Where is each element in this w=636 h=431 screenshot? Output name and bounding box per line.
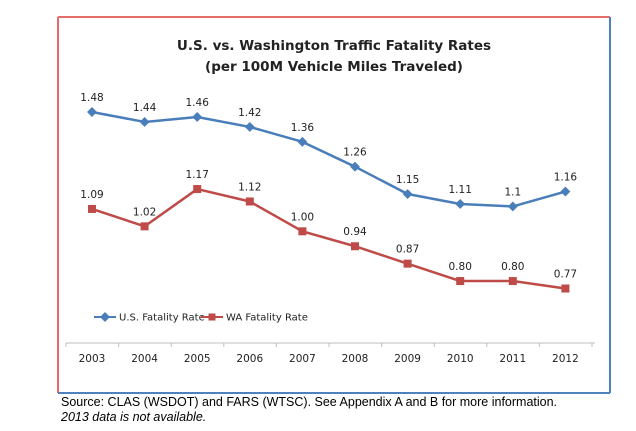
x-tick-label-2004: 2004 <box>131 353 158 365</box>
data-point-us-2010 <box>455 199 466 209</box>
data-point-wa-2008 <box>351 242 359 251</box>
data-label-wa-2003: 1.09 <box>80 189 103 201</box>
x-tick-label-2005: 2005 <box>184 353 211 365</box>
data-point-wa-2011 <box>508 277 517 286</box>
data-label-wa-2012: 0.77 <box>554 269 577 281</box>
x-tick-label-2012: 2012 <box>552 353 579 365</box>
data-label-wa-2005: 1.17 <box>186 169 209 181</box>
x-tick-label-2003: 2003 <box>79 353 106 365</box>
availability-note: 2013 data is not available. <box>61 410 207 424</box>
data-point-us-2004 <box>139 116 150 127</box>
legend-label-us: U.S. Fatality Rate <box>119 313 205 324</box>
plot-area: 1.48 1.44 1.46 1.42 1.36 1.26 1.15 1.11 1.1 1.16 1… <box>80 92 577 293</box>
data-label-wa-2004: 1.02 <box>133 206 156 218</box>
data-point-wa-2012 <box>561 284 570 293</box>
data-point-us-2006 <box>244 121 255 132</box>
legend: U.S. Fatality Rate WA Fatality Rate <box>94 312 308 324</box>
source-note: Source: CLAS (WSDOT) and FARS (WTSC). Se… <box>61 395 558 409</box>
x-tick-label-2006: 2006 <box>236 353 263 365</box>
data-label-wa-2007: 1.00 <box>291 211 314 223</box>
data-label-us-2003: 1.48 <box>80 92 103 104</box>
data-label-us-2004: 1.44 <box>133 102 157 114</box>
x-tick-label-2010: 2010 <box>447 353 474 365</box>
data-label-us-2007: 1.36 <box>291 122 315 134</box>
data-point-us-2003 <box>87 107 97 117</box>
chart-subtitle: (per 100M Vehicle Miles Traveled) <box>205 59 463 75</box>
data-point-wa-2005 <box>193 185 202 194</box>
data-point-wa-2004 <box>140 222 149 231</box>
data-label-us-2009: 1.15 <box>396 174 419 186</box>
data-label-wa-2009: 0.87 <box>396 244 419 256</box>
data-label-us-2008: 1.26 <box>343 147 367 159</box>
data-label-wa-2010: 0.80 <box>449 261 472 273</box>
data-label-us-2011: 1.1 <box>504 186 521 198</box>
data-label-wa-2008: 0.94 <box>343 226 367 238</box>
legend-marker-us <box>100 312 110 322</box>
data-point-wa-2010 <box>456 277 465 286</box>
data-label-us-2012: 1.16 <box>554 172 578 184</box>
data-point-us-2009 <box>402 189 413 199</box>
data-point-wa-2006 <box>245 197 254 206</box>
data-point-us-2011 <box>507 201 518 212</box>
series-line-wa <box>91 187 566 290</box>
x-tick-label-2007: 2007 <box>289 353 316 365</box>
data-point-us-2008 <box>350 161 360 172</box>
data-label-us-2005: 1.46 <box>186 97 210 109</box>
chart-title: U.S. vs. Washington Traffic Fatality Rat… <box>177 38 491 54</box>
x-tick-label-2011: 2011 <box>499 353 526 365</box>
data-label-us-2010: 1.11 <box>449 184 472 196</box>
data-label-us-2006: 1.42 <box>238 107 261 119</box>
data-point-us-2005 <box>192 112 203 122</box>
data-label-wa-2011: 0.80 <box>501 261 524 273</box>
x-tick-label-2008: 2008 <box>342 353 369 365</box>
legend-marker-wa <box>208 313 216 321</box>
data-point-us-2007 <box>297 136 308 147</box>
data-label-wa-2006: 1.12 <box>238 181 261 193</box>
data-point-wa-2007 <box>298 227 307 236</box>
series-line-us <box>91 110 566 208</box>
data-point-wa-2003 <box>88 204 96 213</box>
x-axis: 2003 2004 2005 2006 2007 2008 2009 2010 2011 2012 <box>65 342 595 365</box>
legend-label-wa: WA Fatality Rate <box>226 313 308 324</box>
x-tick-label-2009: 2009 <box>394 353 421 365</box>
data-point-us-2012 <box>560 186 571 197</box>
data-point-wa-2009 <box>403 259 412 268</box>
